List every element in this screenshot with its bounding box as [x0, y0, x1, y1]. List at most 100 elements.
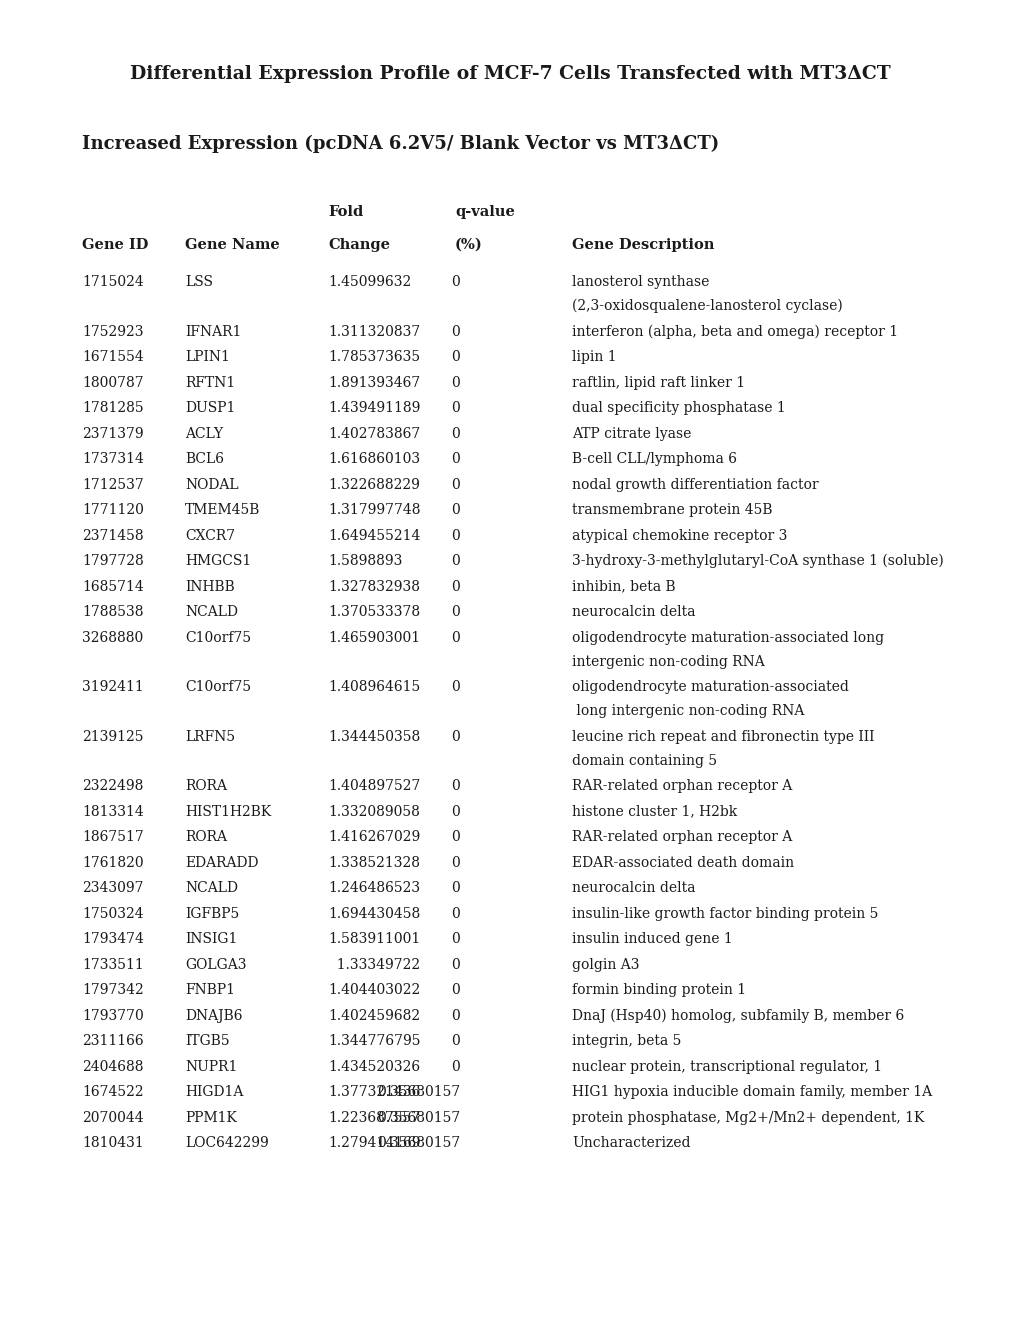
Text: 2139125: 2139125 [82, 730, 144, 743]
Text: 1.338521328: 1.338521328 [328, 855, 420, 870]
Text: 0: 0 [450, 325, 460, 338]
Text: 2404688: 2404688 [82, 1060, 144, 1073]
Text: INSIG1: INSIG1 [184, 932, 237, 946]
Text: CXCR7: CXCR7 [184, 528, 235, 543]
Text: intergenic non-coding RNA: intergenic non-coding RNA [572, 655, 764, 668]
Text: Fold: Fold [328, 205, 363, 219]
Text: LPIN1: LPIN1 [184, 350, 229, 364]
Text: 0: 0 [450, 350, 460, 364]
Text: 0.35680157: 0.35680157 [376, 1085, 460, 1100]
Text: (2,3-oxidosqualene-lanosterol cyclase): (2,3-oxidosqualene-lanosterol cyclase) [572, 300, 842, 313]
Text: 1685714: 1685714 [82, 579, 144, 594]
Text: 1.694430458: 1.694430458 [328, 907, 420, 920]
Text: 1.416267029: 1.416267029 [328, 830, 420, 843]
Text: 1.279414169: 1.279414169 [328, 1137, 420, 1150]
Text: 1.616860103: 1.616860103 [328, 451, 420, 466]
Text: 0: 0 [450, 451, 460, 466]
Text: 1.33349722: 1.33349722 [328, 957, 420, 972]
Text: 1.327832938: 1.327832938 [328, 579, 420, 594]
Text: 1.344776795: 1.344776795 [328, 1034, 420, 1048]
Text: B-cell CLL/lymphoma 6: B-cell CLL/lymphoma 6 [572, 451, 737, 466]
Text: 0: 0 [450, 605, 460, 619]
Text: domain containing 5: domain containing 5 [572, 754, 716, 767]
Text: NCALD: NCALD [184, 605, 237, 619]
Text: 0: 0 [450, 631, 460, 644]
Text: nuclear protein, transcriptional regulator, 1: nuclear protein, transcriptional regulat… [572, 1060, 881, 1073]
Text: 3192411: 3192411 [82, 680, 144, 694]
Text: 1.332089058: 1.332089058 [328, 804, 420, 818]
Text: neurocalcin delta: neurocalcin delta [572, 880, 695, 895]
Text: 0: 0 [450, 855, 460, 870]
Text: PPM1K: PPM1K [184, 1110, 236, 1125]
Text: 3268880: 3268880 [82, 631, 143, 644]
Text: 1733511: 1733511 [82, 957, 144, 972]
Text: BCL6: BCL6 [184, 451, 224, 466]
Text: IGFBP5: IGFBP5 [184, 907, 239, 920]
Text: 1.649455214: 1.649455214 [328, 528, 420, 543]
Text: FNBP1: FNBP1 [184, 983, 234, 997]
Text: 0: 0 [450, 804, 460, 818]
Text: INHBB: INHBB [184, 579, 234, 594]
Text: ACLY: ACLY [184, 426, 223, 441]
Text: 0: 0 [450, 503, 460, 517]
Text: 0: 0 [450, 680, 460, 694]
Text: 1.402459682: 1.402459682 [328, 1008, 420, 1023]
Text: insulin-like growth factor binding protein 5: insulin-like growth factor binding prote… [572, 907, 877, 920]
Text: integrin, beta 5: integrin, beta 5 [572, 1034, 681, 1048]
Text: 0: 0 [450, 1008, 460, 1023]
Text: inhibin, beta B: inhibin, beta B [572, 579, 675, 594]
Text: NCALD: NCALD [184, 880, 237, 895]
Text: 1.5898893: 1.5898893 [328, 554, 401, 568]
Text: insulin induced gene 1: insulin induced gene 1 [572, 932, 732, 946]
Text: neurocalcin delta: neurocalcin delta [572, 605, 695, 619]
Text: HIST1H2BK: HIST1H2BK [184, 804, 271, 818]
Text: 1781285: 1781285 [82, 401, 144, 414]
Text: 1793474: 1793474 [82, 932, 144, 946]
Text: 1813314: 1813314 [82, 804, 144, 818]
Text: 0: 0 [450, 554, 460, 568]
Text: raftlin, lipid raft linker 1: raftlin, lipid raft linker 1 [572, 375, 745, 389]
Text: 1.45099632: 1.45099632 [328, 275, 411, 289]
Text: 0: 0 [450, 983, 460, 997]
Text: 1.583911001: 1.583911001 [328, 932, 420, 946]
Text: EDAR-associated death domain: EDAR-associated death domain [572, 855, 794, 870]
Text: oligodendrocyte maturation-associated: oligodendrocyte maturation-associated [572, 680, 848, 694]
Text: 1867517: 1867517 [82, 830, 144, 843]
Text: 0: 0 [450, 957, 460, 972]
Text: 0: 0 [450, 426, 460, 441]
Text: nodal growth differentiation factor: nodal growth differentiation factor [572, 478, 818, 491]
Text: HIGD1A: HIGD1A [184, 1085, 244, 1100]
Text: 1.402783867: 1.402783867 [328, 426, 420, 441]
Text: RAR-related orphan receptor A: RAR-related orphan receptor A [572, 830, 792, 843]
Text: 1737314: 1737314 [82, 451, 144, 466]
Text: IFNAR1: IFNAR1 [184, 325, 242, 338]
Text: 2322498: 2322498 [82, 779, 144, 793]
Text: 1793770: 1793770 [82, 1008, 144, 1023]
Text: Differential Expression Profile of MCF-7 Cells Transfected with MT3ΔCT: Differential Expression Profile of MCF-7… [129, 65, 890, 83]
Text: C10orf75: C10orf75 [184, 631, 251, 644]
Text: 0: 0 [450, 907, 460, 920]
Text: 2371379: 2371379 [82, 426, 144, 441]
Text: 1.439491189: 1.439491189 [328, 401, 420, 414]
Text: Uncharacterized: Uncharacterized [572, 1137, 690, 1150]
Text: RFTN1: RFTN1 [184, 375, 235, 389]
Text: 0: 0 [450, 1060, 460, 1073]
Text: 0: 0 [450, 375, 460, 389]
Text: Change: Change [328, 238, 389, 252]
Text: 1.370533378: 1.370533378 [328, 605, 420, 619]
Text: 0: 0 [450, 579, 460, 594]
Text: 1797342: 1797342 [82, 983, 144, 997]
Text: 1715024: 1715024 [82, 275, 144, 289]
Text: GOLGA3: GOLGA3 [184, 957, 247, 972]
Text: histone cluster 1, H2bk: histone cluster 1, H2bk [572, 804, 737, 818]
Text: 1.891393467: 1.891393467 [328, 375, 420, 389]
Text: 1.317997748: 1.317997748 [328, 503, 420, 517]
Text: long intergenic non-coding RNA: long intergenic non-coding RNA [572, 704, 804, 718]
Text: 1.434520326: 1.434520326 [328, 1060, 420, 1073]
Text: DUSP1: DUSP1 [184, 401, 235, 414]
Text: 0: 0 [450, 1034, 460, 1048]
Text: 1810431: 1810431 [82, 1137, 144, 1150]
Text: RORA: RORA [184, 779, 227, 793]
Text: 2070044: 2070044 [82, 1110, 144, 1125]
Text: atypical chemokine receptor 3: atypical chemokine receptor 3 [572, 528, 787, 543]
